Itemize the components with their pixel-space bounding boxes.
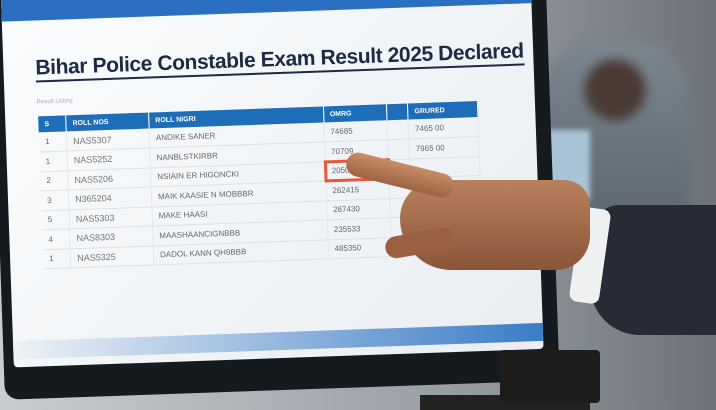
table-cell: 3 bbox=[40, 189, 70, 211]
pen-cup bbox=[500, 350, 600, 403]
table-cell: 1 bbox=[39, 150, 68, 172]
column-header: S bbox=[38, 115, 67, 133]
table-cell: 235533 bbox=[326, 217, 392, 240]
taskbar bbox=[12, 322, 544, 360]
column-header bbox=[386, 103, 409, 121]
table-cell: 485350 bbox=[327, 237, 393, 259]
table-cell: 7465 00 bbox=[408, 117, 479, 139]
table-cell: 1 bbox=[42, 248, 72, 269]
table-cell: 1 bbox=[38, 131, 67, 152]
page-subtitle: Result Listing bbox=[36, 98, 73, 106]
table-cell bbox=[387, 119, 409, 140]
table-cell: 2 bbox=[40, 170, 69, 191]
table-cell: NAS5325 bbox=[70, 245, 154, 268]
table-cell: 4 bbox=[42, 228, 71, 250]
table-cell: 7965 00 bbox=[408, 136, 480, 159]
table-cell: 5 bbox=[41, 209, 70, 230]
page-title: Bihar Police Constable Exam Result 2025 … bbox=[35, 39, 525, 83]
table-cell: 287430 bbox=[326, 198, 391, 220]
site-header-bar bbox=[1, 0, 532, 22]
table-cell bbox=[388, 138, 410, 160]
suit-sleeve bbox=[590, 205, 716, 335]
table-cell: 74685 bbox=[323, 120, 389, 142]
